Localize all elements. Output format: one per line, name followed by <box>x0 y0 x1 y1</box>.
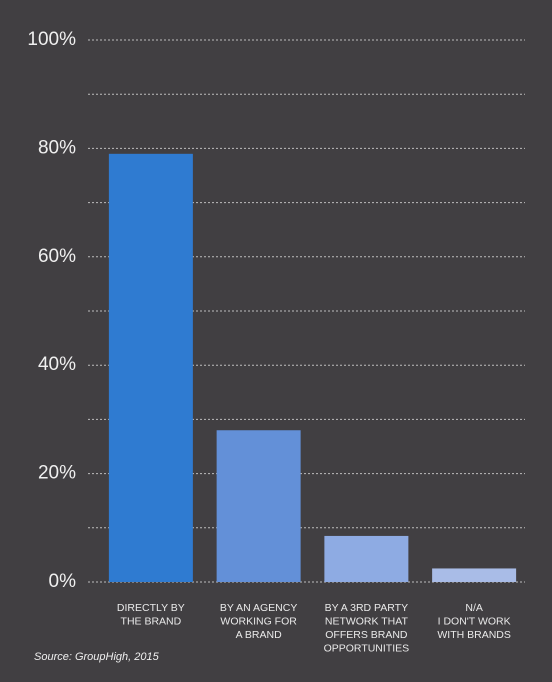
bar <box>324 535 409 582</box>
x-tick-label: N/A <box>465 602 483 614</box>
y-tick-label: 0% <box>49 571 77 592</box>
y-tick-label: 20% <box>38 463 76 484</box>
x-tick-label: DIRECTLY BY <box>117 602 185 614</box>
bar <box>108 153 193 582</box>
y-tick-label: 80% <box>38 137 76 158</box>
x-tick-label: OPPORTUNITIES <box>324 642 410 654</box>
x-tick-label: A BRAND <box>236 629 283 641</box>
bar <box>216 430 301 582</box>
y-tick-label: 100% <box>27 29 76 50</box>
x-tick-label: WORKING FOR <box>220 615 297 627</box>
source-note: Source: GroupHigh, 2015 <box>34 651 160 663</box>
x-tick-label: OFFERS BRAND <box>325 629 408 641</box>
x-tick-label: NETWORK THAT <box>325 615 409 627</box>
x-tick-label: THE BRAND <box>121 615 182 627</box>
x-tick-label: BY AN AGENCY <box>220 602 297 614</box>
bar <box>432 568 517 582</box>
x-tick-label: WITH BRANDS <box>437 629 511 641</box>
x-tick-label: I DON'T WORK <box>438 615 511 627</box>
y-tick-label: 60% <box>38 246 76 267</box>
x-tick-label: BY A 3RD PARTY <box>325 602 408 614</box>
y-tick-label: 40% <box>38 354 76 375</box>
